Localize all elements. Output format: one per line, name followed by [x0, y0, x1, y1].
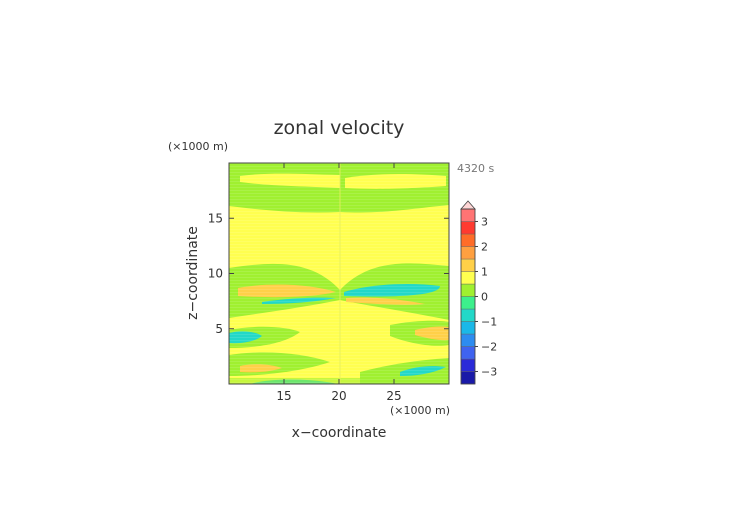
colorbar-swatch	[460, 346, 476, 360]
y-tick-label: 15	[208, 211, 223, 225]
colorbar-swatch	[460, 358, 476, 372]
colorbar-swatch	[460, 246, 476, 260]
y-tick-label: 10	[208, 267, 223, 281]
x-unit-label: (×1000 m)	[390, 404, 450, 417]
colorbar-tick-label: 1	[481, 266, 488, 279]
colorbar-swatch	[460, 233, 476, 247]
colorbar-extend-arrow	[460, 200, 476, 210]
colorbar-swatch	[460, 258, 476, 272]
colorbar-tick-label: 3	[481, 216, 488, 229]
y-tick-label: 5	[215, 322, 223, 336]
chart-title: zonal velocity	[274, 117, 405, 139]
colorbar-swatch	[460, 208, 476, 222]
y-axis-label: z−coordinate	[185, 226, 201, 320]
field-hatch-overlay	[229, 163, 449, 384]
x-tick-label: 15	[276, 389, 291, 403]
y-unit-label: (×1000 m)	[168, 140, 228, 153]
colorbar-tick-label: −2	[481, 341, 497, 354]
colorbar-tick-label: 0	[481, 291, 488, 304]
colorbar-swatch	[460, 271, 476, 285]
colorbar-swatch	[460, 321, 476, 335]
colorbar: 3 2 1 0 −1 −2 −3	[460, 200, 497, 385]
colorbar-tick-label: 2	[481, 241, 488, 254]
colorbar-tick-label: −3	[481, 366, 497, 379]
x-tick-label: 20	[331, 389, 346, 403]
contour-field	[229, 163, 449, 384]
x-tick-label: 25	[386, 389, 401, 403]
colorbar-swatch	[460, 296, 476, 310]
colorbar-swatch	[460, 308, 476, 322]
time-label: 4320 s	[457, 162, 494, 175]
x-axis-label: x−coordinate	[292, 425, 387, 441]
colorbar-swatch	[460, 371, 476, 385]
colorbar-swatch	[460, 283, 476, 297]
colorbar-swatch	[460, 221, 476, 235]
colorbar-tick-label: −1	[481, 316, 497, 329]
colorbar-swatch	[460, 333, 476, 347]
axis-ticks: 15 20 25 5 10 15	[208, 163, 449, 403]
